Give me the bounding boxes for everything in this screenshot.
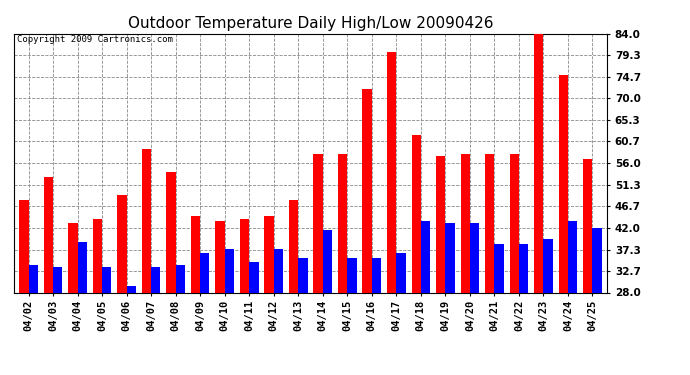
Bar (191, 216, 200, 292)
Bar (470, 223, 479, 292)
Bar (240, 219, 249, 292)
Bar (583, 159, 593, 292)
Bar (510, 154, 519, 292)
Bar (166, 172, 176, 292)
Bar (53, 267, 62, 292)
Bar (495, 244, 504, 292)
Bar (396, 253, 406, 292)
Bar (77, 242, 87, 292)
Bar (362, 89, 372, 292)
Title: Outdoor Temperature Daily High/Low 20090426: Outdoor Temperature Daily High/Low 20090… (128, 16, 493, 31)
Bar (43, 177, 53, 292)
Bar (485, 154, 495, 292)
Bar (313, 154, 323, 292)
Bar (411, 135, 421, 292)
Bar (544, 239, 553, 292)
Bar (436, 156, 445, 292)
Bar (568, 221, 578, 292)
Bar (421, 221, 430, 292)
Bar (445, 223, 455, 292)
Bar (102, 267, 111, 292)
Bar (225, 249, 234, 292)
Bar (126, 286, 136, 292)
Bar (28, 265, 38, 292)
Bar (372, 258, 381, 292)
Text: Copyright 2009 Cartronics.com: Copyright 2009 Cartronics.com (17, 35, 172, 44)
Bar (593, 228, 602, 292)
Bar (289, 200, 298, 292)
Bar (519, 244, 529, 292)
Bar (151, 267, 161, 292)
Bar (92, 219, 102, 292)
Bar (200, 253, 210, 292)
Bar (298, 258, 308, 292)
Bar (347, 258, 357, 292)
Bar (274, 249, 283, 292)
Bar (19, 200, 28, 292)
Bar (338, 154, 347, 292)
Bar (176, 265, 185, 292)
Bar (117, 195, 126, 292)
Bar (264, 216, 274, 292)
Bar (460, 154, 470, 292)
Bar (323, 230, 332, 292)
Bar (249, 262, 259, 292)
Bar (534, 34, 544, 292)
Bar (68, 223, 77, 292)
Bar (387, 52, 396, 292)
Bar (142, 149, 151, 292)
Bar (559, 75, 568, 292)
Bar (215, 221, 225, 292)
